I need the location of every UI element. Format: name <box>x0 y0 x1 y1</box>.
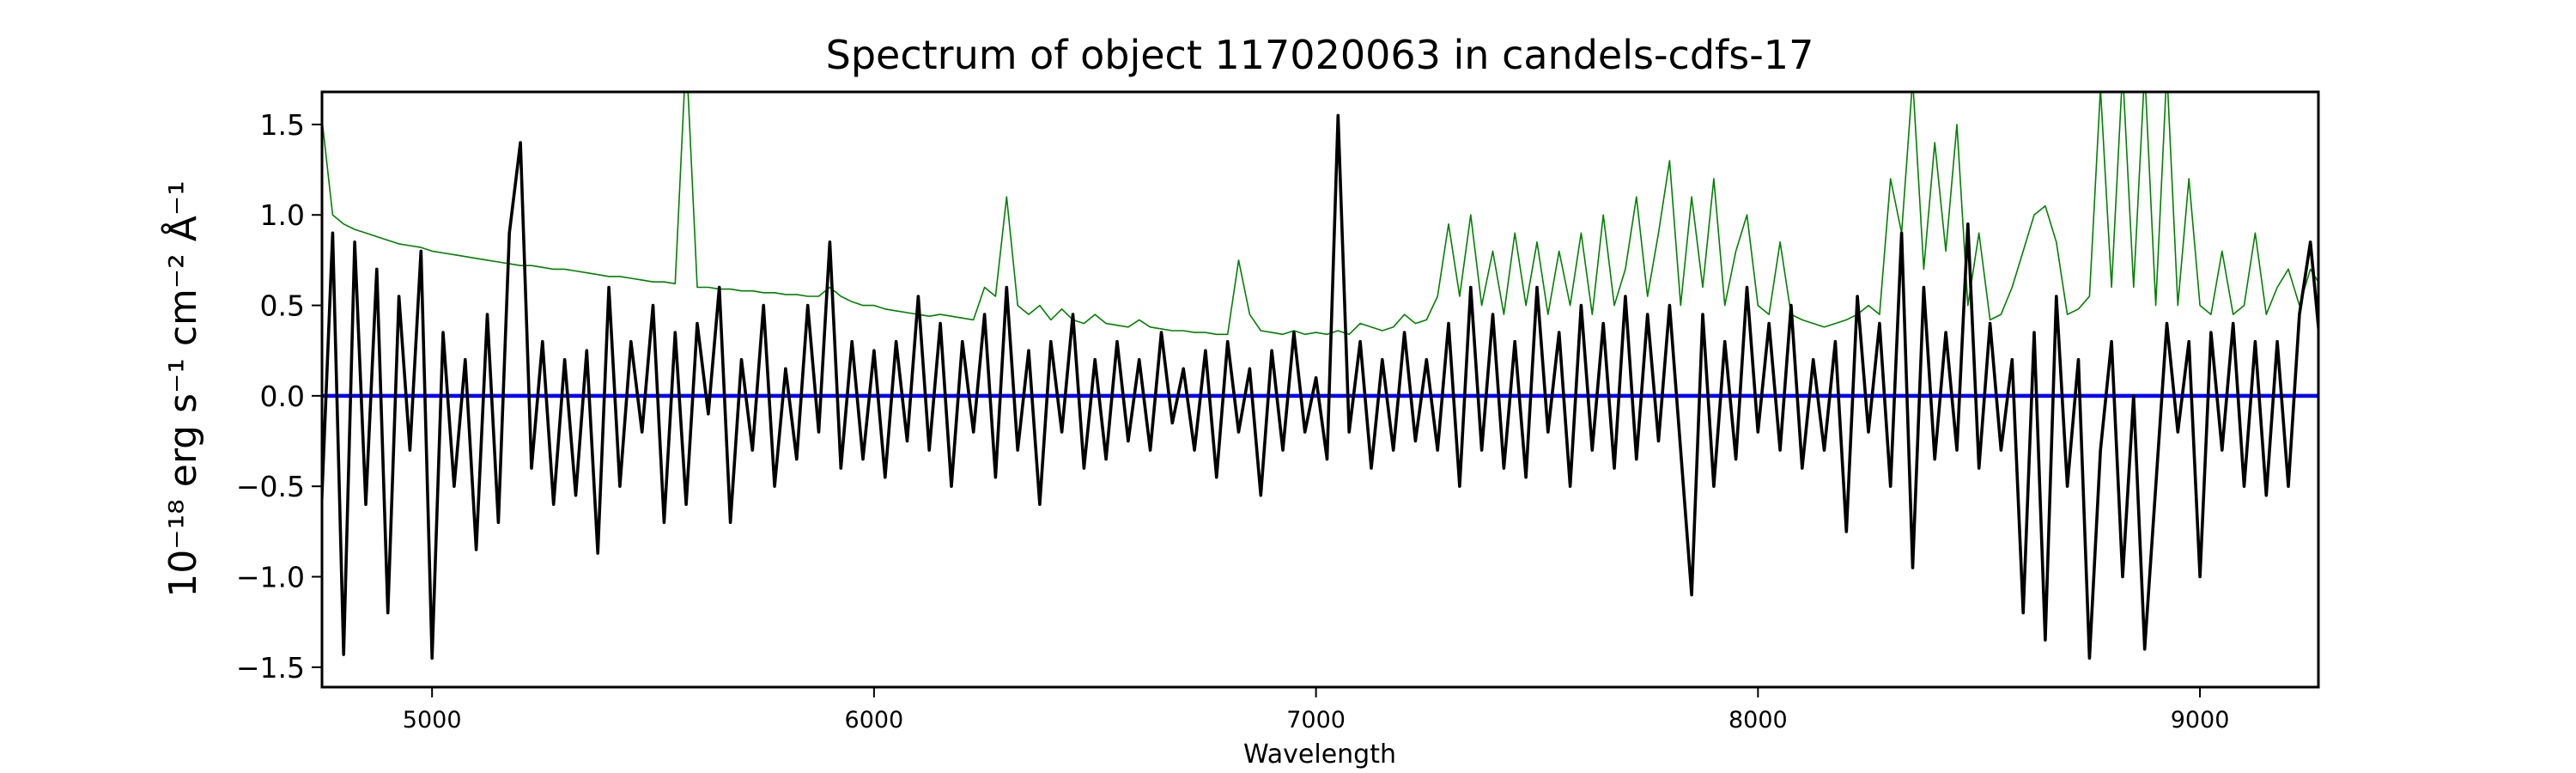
x-tick-label: 8000 <box>1728 707 1788 733</box>
chart-title: Spectrum of object 117020063 in candels-… <box>826 32 1814 78</box>
y-axis: −1.5 −1.0 −0.5 0.0 0.5 1.0 1.5 <box>236 108 322 685</box>
axes-frame <box>320 90 2320 689</box>
x-tick-label: 5000 <box>403 707 462 733</box>
x-tick-label: 9000 <box>2171 707 2230 733</box>
x-axis-label: Wavelength <box>1243 740 1396 770</box>
x-axis: 5000 6000 7000 8000 9000 <box>403 687 2230 733</box>
y-tick-label: 1.5 <box>260 108 305 142</box>
x-tick-label: 7000 <box>1286 707 1346 733</box>
y-axis-label: 10⁻¹⁸ erg s⁻¹ cm⁻² Å⁻¹ <box>160 180 205 597</box>
series-flux-line <box>322 113 2318 660</box>
y-tick-label: −1.0 <box>236 561 305 594</box>
series-layer <box>322 92 2318 660</box>
y-tick-label: 0.5 <box>260 289 305 323</box>
x-tick-label: 6000 <box>845 707 904 733</box>
y-tick-label: −1.5 <box>236 651 305 685</box>
y-tick-label: −0.5 <box>236 470 305 503</box>
series-error-line <box>322 92 2318 336</box>
y-tick-label: 0.0 <box>260 380 305 413</box>
y-tick-label: 1.0 <box>260 198 305 232</box>
